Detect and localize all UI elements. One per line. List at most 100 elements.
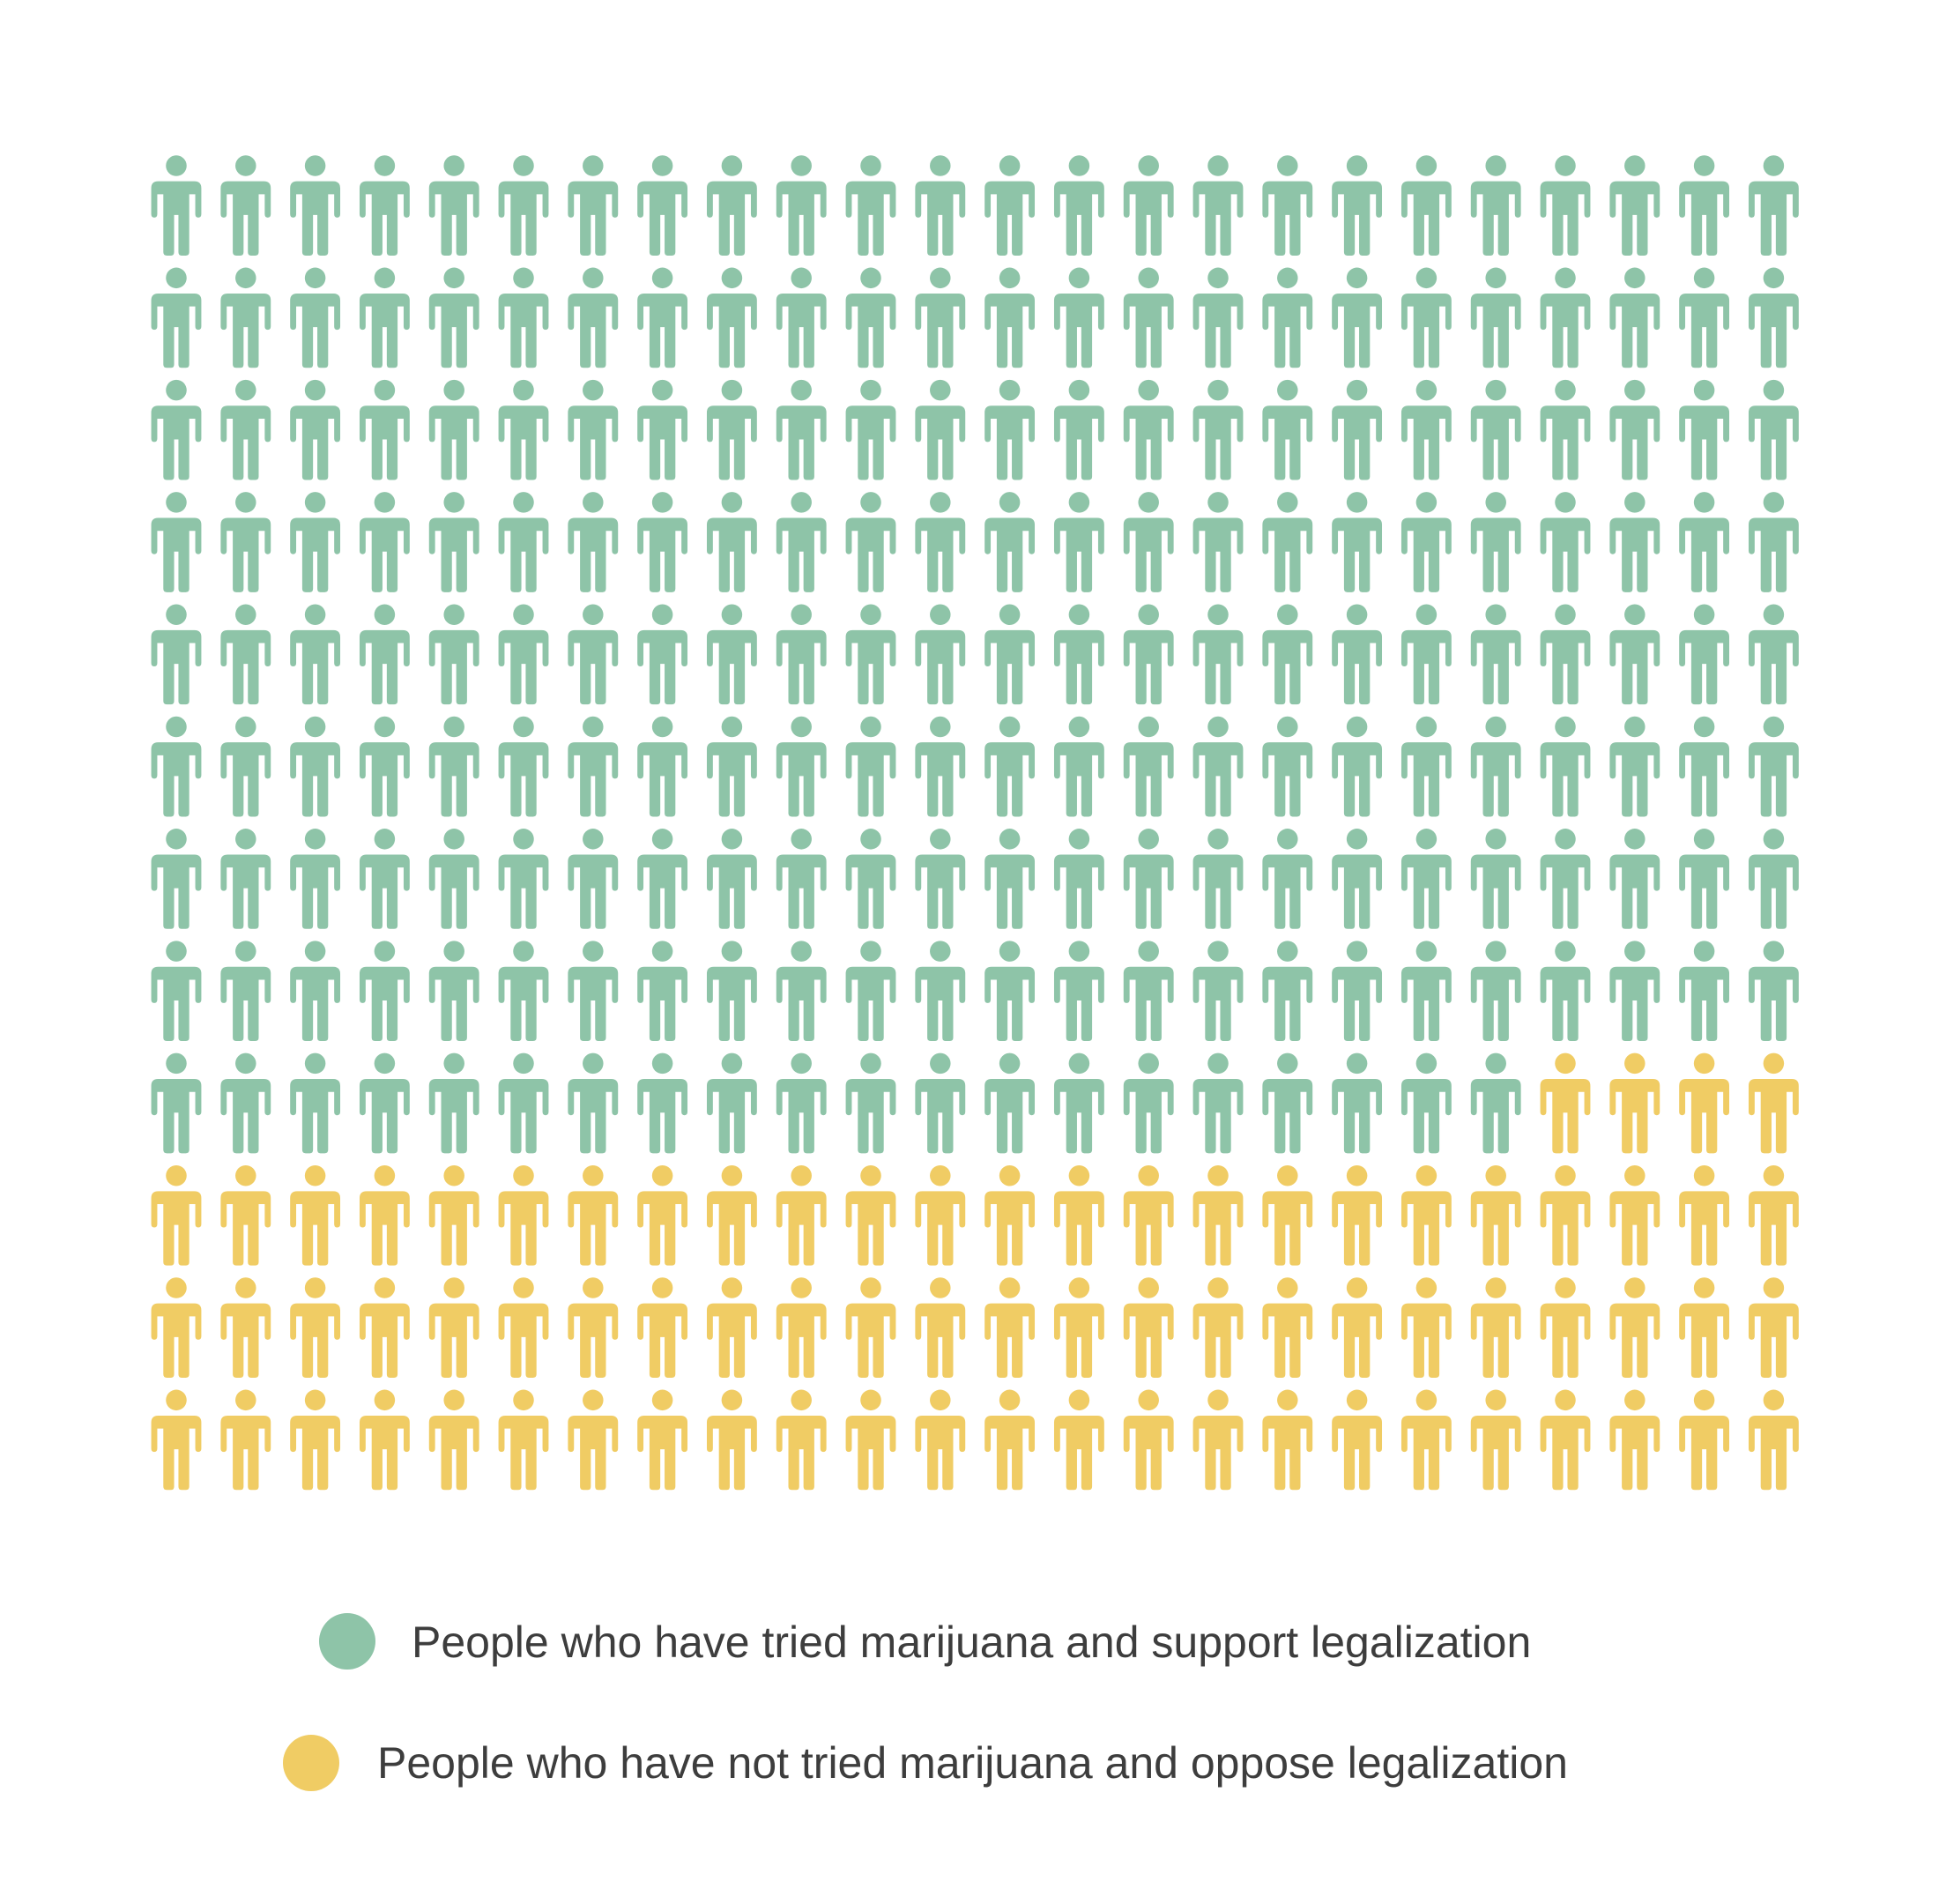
person-icon xyxy=(151,829,202,929)
person-icon xyxy=(220,1277,271,1378)
person-icon xyxy=(1679,379,1730,480)
person-icon xyxy=(568,379,619,480)
person-icon xyxy=(706,941,757,1042)
person-icon xyxy=(1123,829,1174,929)
person-icon xyxy=(1192,1277,1244,1378)
person-icon xyxy=(568,604,619,705)
person-icon xyxy=(498,155,549,256)
person-icon xyxy=(706,604,757,705)
person-icon xyxy=(1748,716,1799,817)
person-icon xyxy=(220,492,271,592)
person-icon xyxy=(984,1389,1036,1491)
person-icon xyxy=(845,1389,896,1491)
person-icon xyxy=(1609,1389,1660,1491)
person-icon xyxy=(637,155,688,256)
person-icon xyxy=(1053,1052,1104,1154)
person-icon xyxy=(498,1164,549,1266)
person-icon xyxy=(1748,941,1799,1042)
person-icon xyxy=(359,604,410,705)
person-icon xyxy=(706,1277,757,1378)
person-icon xyxy=(1748,155,1799,256)
person-icon xyxy=(1123,604,1174,705)
person-icon xyxy=(1262,1389,1313,1491)
person-icon xyxy=(1400,1052,1452,1154)
person-icon xyxy=(498,379,549,480)
person-icon xyxy=(220,267,271,368)
person-icon xyxy=(1192,716,1244,817)
person-icon xyxy=(151,941,202,1042)
person-icon xyxy=(428,492,479,592)
person-icon xyxy=(984,941,1036,1042)
person-icon xyxy=(1192,492,1244,592)
person-icon xyxy=(1470,1277,1521,1378)
person-icon xyxy=(845,155,896,256)
person-icon xyxy=(1679,716,1730,817)
person-icon xyxy=(1332,155,1383,256)
person-icon xyxy=(428,604,479,705)
person-icon xyxy=(359,1277,410,1378)
person-icon xyxy=(1332,1277,1383,1378)
person-icon xyxy=(1609,604,1660,705)
person-icon xyxy=(845,1164,896,1266)
person-icon xyxy=(498,267,549,368)
person-icon xyxy=(1609,155,1660,256)
person-icon xyxy=(1748,1277,1799,1378)
person-icon xyxy=(1400,604,1452,705)
person-icon xyxy=(1609,829,1660,929)
person-icon xyxy=(428,1164,479,1266)
person-icon xyxy=(776,155,827,256)
person-icon xyxy=(290,155,341,256)
person-icon xyxy=(1470,1164,1521,1266)
person-icon xyxy=(359,941,410,1042)
person-icon xyxy=(915,1389,966,1491)
person-icon xyxy=(428,1389,479,1491)
person-icon xyxy=(1609,941,1660,1042)
person-icon xyxy=(1262,829,1313,929)
person-icon xyxy=(984,716,1036,817)
person-icon xyxy=(1679,1389,1730,1491)
person-icon xyxy=(1540,1389,1591,1491)
person-icon xyxy=(1332,1052,1383,1154)
person-icon xyxy=(498,941,549,1042)
person-icon xyxy=(915,941,966,1042)
person-icon xyxy=(359,716,410,817)
person-icon xyxy=(915,379,966,480)
person-icon xyxy=(1748,1052,1799,1154)
person-icon xyxy=(1053,716,1104,817)
person-icon xyxy=(1332,716,1383,817)
person-icon xyxy=(498,1052,549,1154)
person-icon xyxy=(290,1164,341,1266)
person-icon xyxy=(984,1277,1036,1378)
person-icon xyxy=(1123,716,1174,817)
person-icon xyxy=(1400,941,1452,1042)
person-icon xyxy=(1400,1277,1452,1378)
person-icon xyxy=(1400,716,1452,817)
person-icon xyxy=(290,604,341,705)
person-icon xyxy=(1192,604,1244,705)
person-icon xyxy=(1053,1164,1104,1266)
person-icon xyxy=(428,155,479,256)
person-icon xyxy=(1609,379,1660,480)
person-icon xyxy=(1262,1277,1313,1378)
legend-swatch-support xyxy=(319,1613,375,1670)
person-icon xyxy=(290,941,341,1042)
person-icon xyxy=(1192,155,1244,256)
person-icon xyxy=(1679,941,1730,1042)
person-icon xyxy=(359,1389,410,1491)
person-icon xyxy=(1192,1164,1244,1266)
person-icon xyxy=(568,829,619,929)
legend: People who have tried marijuana and supp… xyxy=(283,1613,1568,1791)
person-icon xyxy=(1679,1164,1730,1266)
person-icon xyxy=(1123,1052,1174,1154)
legend-item-oppose: People who have not tried marijuana and … xyxy=(283,1735,1568,1791)
person-icon xyxy=(915,155,966,256)
person-icon xyxy=(637,716,688,817)
person-icon xyxy=(1192,1389,1244,1491)
person-icon xyxy=(1609,716,1660,817)
person-icon xyxy=(1400,1164,1452,1266)
person-icon xyxy=(776,492,827,592)
person-icon xyxy=(151,1389,202,1491)
person-icon xyxy=(1679,1277,1730,1378)
person-icon xyxy=(1540,379,1591,480)
person-icon xyxy=(776,1389,827,1491)
